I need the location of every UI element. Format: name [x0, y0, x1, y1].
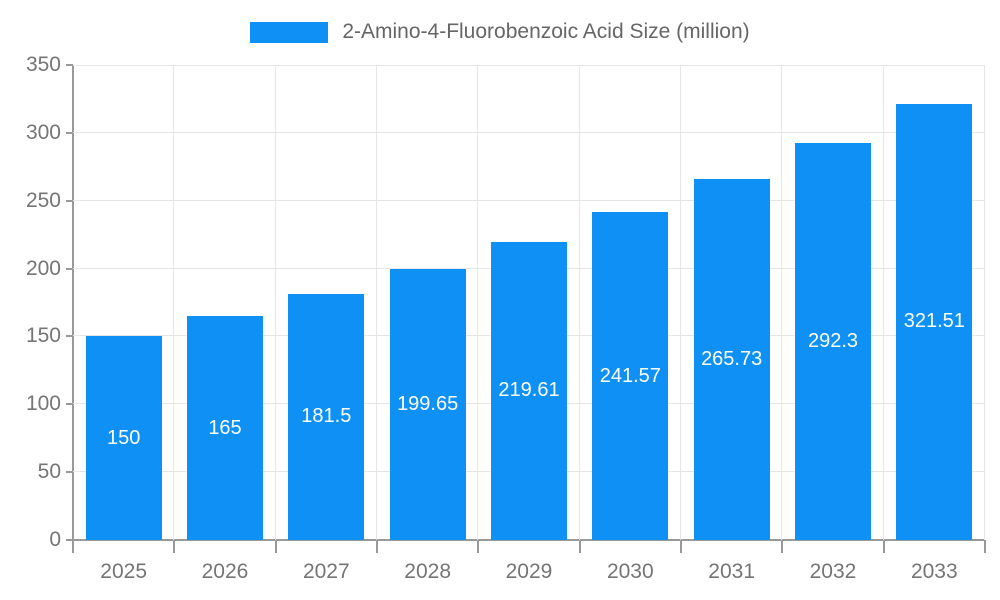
chart-legend[interactable]: 2-Amino-4-Fluorobenzoic Acid Size (milli…: [0, 20, 1000, 44]
x-tick-label: 2027: [302, 560, 350, 583]
x-tick-2: [274, 540, 277, 553]
bar-value-label: 165: [208, 416, 242, 439]
x-tick-label: 2033: [910, 560, 958, 583]
y-tick-50: [66, 471, 73, 474]
gridline-h-250: [73, 199, 985, 201]
x-tick-label: 2030: [606, 560, 654, 583]
x-tick-label: 2028: [404, 560, 452, 583]
y-tick-label: 350: [25, 53, 61, 76]
x-tick-1: [173, 540, 176, 553]
x-tick-6: [680, 540, 682, 553]
bar-2029: 219.61: [491, 241, 567, 540]
gridline-v-3: [376, 65, 377, 540]
bar-2025: 150: [85, 336, 162, 540]
bar-value-label: 241.57: [599, 364, 661, 387]
gridline-v-9: [984, 65, 985, 540]
y-tick-300: [66, 131, 73, 134]
gridline-v-1: [173, 65, 175, 540]
bar-value-label: 181.5: [301, 405, 352, 428]
x-tick-4: [477, 540, 480, 553]
y-tick-200: [66, 267, 73, 270]
bar-2032: 292.3: [795, 143, 871, 540]
y-tick-label: 200: [25, 256, 61, 280]
legend-label: 2-Amino-4-Fluorobenzoic Acid Size (milli…: [342, 20, 750, 43]
gridline-v-8: [882, 65, 884, 540]
x-tick-8: [882, 540, 885, 553]
bar-2028: 199.65: [389, 269, 466, 540]
y-tick-0: [66, 539, 73, 541]
y-tick-label: 150: [25, 324, 61, 348]
x-tick-label: 2031: [708, 560, 756, 583]
plot-area: 150 165 181.5 199.65 219.61 241.57 265.73 292.3…: [73, 65, 985, 540]
x-tick-3: [376, 540, 378, 553]
bar-value-label: 150: [106, 426, 141, 449]
bar-2026: 165: [187, 316, 263, 540]
bar-2027: 181.5: [288, 293, 365, 540]
y-tick-150: [66, 335, 73, 338]
gridline-v-7: [781, 65, 783, 540]
y-axis-line: [72, 65, 74, 553]
y-tick-250: [66, 199, 73, 202]
bar-2030: 241.57: [592, 212, 669, 540]
x-tick-label: 2026: [201, 560, 249, 583]
bar-value-label: 265.73: [701, 348, 763, 371]
bar-value-label: 292.3: [807, 330, 859, 353]
bar-2031: 265.73: [693, 179, 770, 540]
gridline-h-350: [73, 65, 985, 66]
bar-value-label: 219.61: [498, 379, 560, 402]
x-tick-label: 2025: [100, 560, 148, 583]
x-axis-line: [66, 539, 985, 541]
x-tick-5: [578, 540, 581, 553]
y-tick-label: 250: [25, 188, 61, 212]
x-tick-9: [984, 540, 986, 553]
bar-value-label: 321.51: [903, 310, 965, 333]
y-tick-label: 0: [49, 528, 61, 551]
y-tick-label: 100: [25, 392, 61, 416]
x-tick-label: 2029: [505, 560, 553, 583]
y-tick-350: [66, 64, 73, 66]
x-tick-label: 2032: [809, 560, 857, 583]
x-tick-0: [72, 540, 74, 553]
legend-swatch: [250, 21, 329, 43]
bar-value-label: 199.65: [397, 393, 459, 416]
gridline-v-2: [274, 65, 276, 540]
y-tick-label: 300: [25, 120, 61, 144]
bar-2033: 321.51: [896, 103, 973, 540]
gridline-v-4: [477, 65, 479, 540]
gridline-v-5: [578, 65, 580, 540]
gridline-h-300: [73, 131, 985, 133]
x-tick-7: [781, 540, 784, 553]
y-tick-label: 50: [37, 460, 61, 484]
y-tick-100: [66, 403, 73, 406]
gridline-v-6: [680, 65, 681, 540]
